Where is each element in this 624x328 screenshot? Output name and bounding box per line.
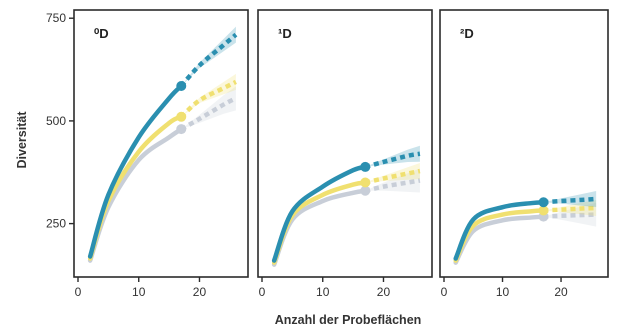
y-tick-label: 750 bbox=[46, 11, 66, 25]
panel-0: 0 10 20 250 500 750 ⁰D bbox=[46, 9, 249, 299]
series-band bbox=[365, 145, 420, 167]
series-band bbox=[543, 199, 597, 216]
series-line-observed bbox=[87, 83, 184, 259]
series-line-observed bbox=[271, 164, 368, 263]
x-tick-label: 20 bbox=[554, 285, 568, 299]
series-line-extrapolated bbox=[543, 205, 597, 213]
series-line-extrapolated bbox=[179, 32, 238, 88]
x-tick-label: 0 bbox=[441, 285, 448, 299]
series-point bbox=[176, 124, 187, 135]
y-tick-label: 500 bbox=[46, 114, 66, 128]
series-point bbox=[538, 197, 549, 208]
series-line-extrapolated bbox=[364, 178, 421, 193]
panel-label: ¹D bbox=[278, 26, 292, 41]
x-tick-label: 10 bbox=[316, 285, 330, 299]
y-axis-title: Diversität bbox=[15, 111, 29, 169]
series-line-extrapolated bbox=[543, 196, 597, 205]
x-tick-label: 0 bbox=[259, 285, 266, 299]
series-band bbox=[181, 73, 236, 117]
panel-2: 0 10 20 ²D bbox=[439, 9, 609, 299]
x-axis-title: Anzahl der Probeflächen bbox=[275, 313, 422, 327]
series-point bbox=[538, 205, 549, 216]
series-line-extrapolated bbox=[180, 96, 237, 132]
series-point bbox=[360, 177, 371, 188]
series-0 bbox=[271, 145, 421, 263]
x-tick-label: 0 bbox=[75, 285, 82, 299]
series-line-extrapolated bbox=[364, 151, 421, 170]
series-0 bbox=[453, 190, 597, 261]
x-tick-label: 20 bbox=[377, 285, 391, 299]
series-band bbox=[181, 86, 236, 130]
series-line-extrapolated bbox=[179, 79, 237, 119]
panel-label: ²D bbox=[460, 26, 474, 41]
series-0 bbox=[87, 26, 238, 259]
series-line-observed bbox=[453, 199, 546, 261]
series-point bbox=[176, 80, 187, 91]
series-line-extrapolated bbox=[543, 212, 597, 219]
x-tick-label: 20 bbox=[193, 285, 207, 299]
series-line-extrapolated bbox=[364, 168, 421, 185]
series-point bbox=[360, 185, 371, 196]
series-band bbox=[365, 168, 420, 193]
panel-1: 0 10 20 ¹D bbox=[257, 9, 433, 299]
x-tick-label: 10 bbox=[132, 285, 146, 299]
series-point bbox=[176, 111, 187, 122]
x-tick-label: 10 bbox=[496, 285, 510, 299]
panel-label: ⁰D bbox=[94, 26, 109, 41]
y-tick-label: 250 bbox=[46, 217, 66, 231]
series-point bbox=[360, 161, 371, 172]
series-band bbox=[365, 163, 420, 183]
